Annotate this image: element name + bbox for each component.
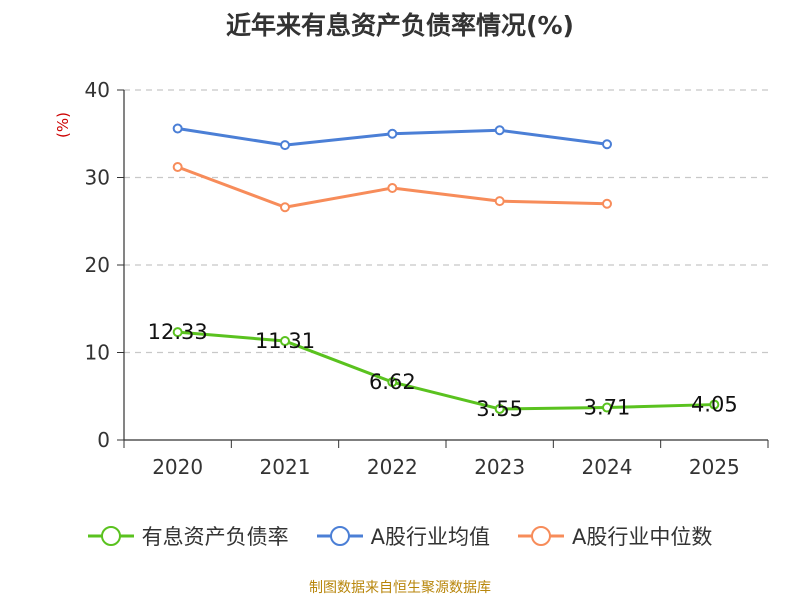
- y-tick-label: 40: [85, 78, 110, 102]
- data-label: 12.33: [148, 320, 208, 344]
- legend-marker-icon: [316, 526, 363, 546]
- x-tick-label: 2023: [474, 455, 525, 479]
- legend-label: A股行业均值: [370, 525, 490, 549]
- data-point: [172, 327, 183, 338]
- x-tick-label: 2020: [152, 455, 203, 479]
- x-tick-label: 2022: [367, 455, 418, 479]
- data-point: [494, 403, 505, 414]
- x-tick-label: 2025: [689, 455, 740, 479]
- data-label: 6.62: [369, 370, 416, 394]
- x-tick-label: 2024: [582, 455, 633, 479]
- y-tick-label: 10: [85, 341, 110, 365]
- data-label: 11.31: [255, 329, 315, 353]
- legend-item[interactable]: 有息资产负债率: [87, 521, 289, 551]
- x-tick-label: 2021: [260, 455, 311, 479]
- data-label: 3.71: [584, 396, 631, 420]
- data-point: [602, 402, 612, 413]
- data-point: [280, 336, 290, 347]
- data-point: [709, 399, 720, 410]
- legend-label: 有息资产负债率: [141, 525, 289, 549]
- legend-marker-icon: [87, 526, 134, 546]
- y-axis-label: (%): [54, 112, 72, 138]
- data-point: [280, 140, 290, 151]
- y-tick-label: 30: [85, 166, 110, 190]
- data-point: [387, 183, 398, 193]
- legend-label: A股行业中位数: [572, 525, 713, 549]
- legend-marker-icon: [518, 526, 564, 546]
- y-tick-label: 0: [97, 428, 110, 452]
- series-line: [177, 330, 715, 411]
- data-point: [602, 139, 612, 150]
- chart-title: 近年来有息资产负债率情况(%): [226, 11, 574, 40]
- data-point: [280, 202, 290, 213]
- data-point: [172, 162, 183, 172]
- data-point: [387, 128, 398, 139]
- data-point: [494, 196, 505, 207]
- data-point: [387, 377, 398, 388]
- legend: 有息资产负债率 A股行业均值 A股行业中位数: [0, 520, 800, 552]
- data-point: [494, 125, 505, 136]
- data-label: 3.55: [476, 397, 523, 421]
- legend-item[interactable]: A股行业均值: [316, 521, 490, 551]
- y-tick-label: 20: [85, 253, 110, 277]
- legend-item[interactable]: A股行业中位数: [518, 521, 712, 551]
- data-point: [602, 198, 612, 209]
- source-note: 制图数据来自恒生聚源数据库: [309, 580, 491, 596]
- data-label: 4.05: [691, 393, 738, 417]
- data-point: [172, 123, 183, 134]
